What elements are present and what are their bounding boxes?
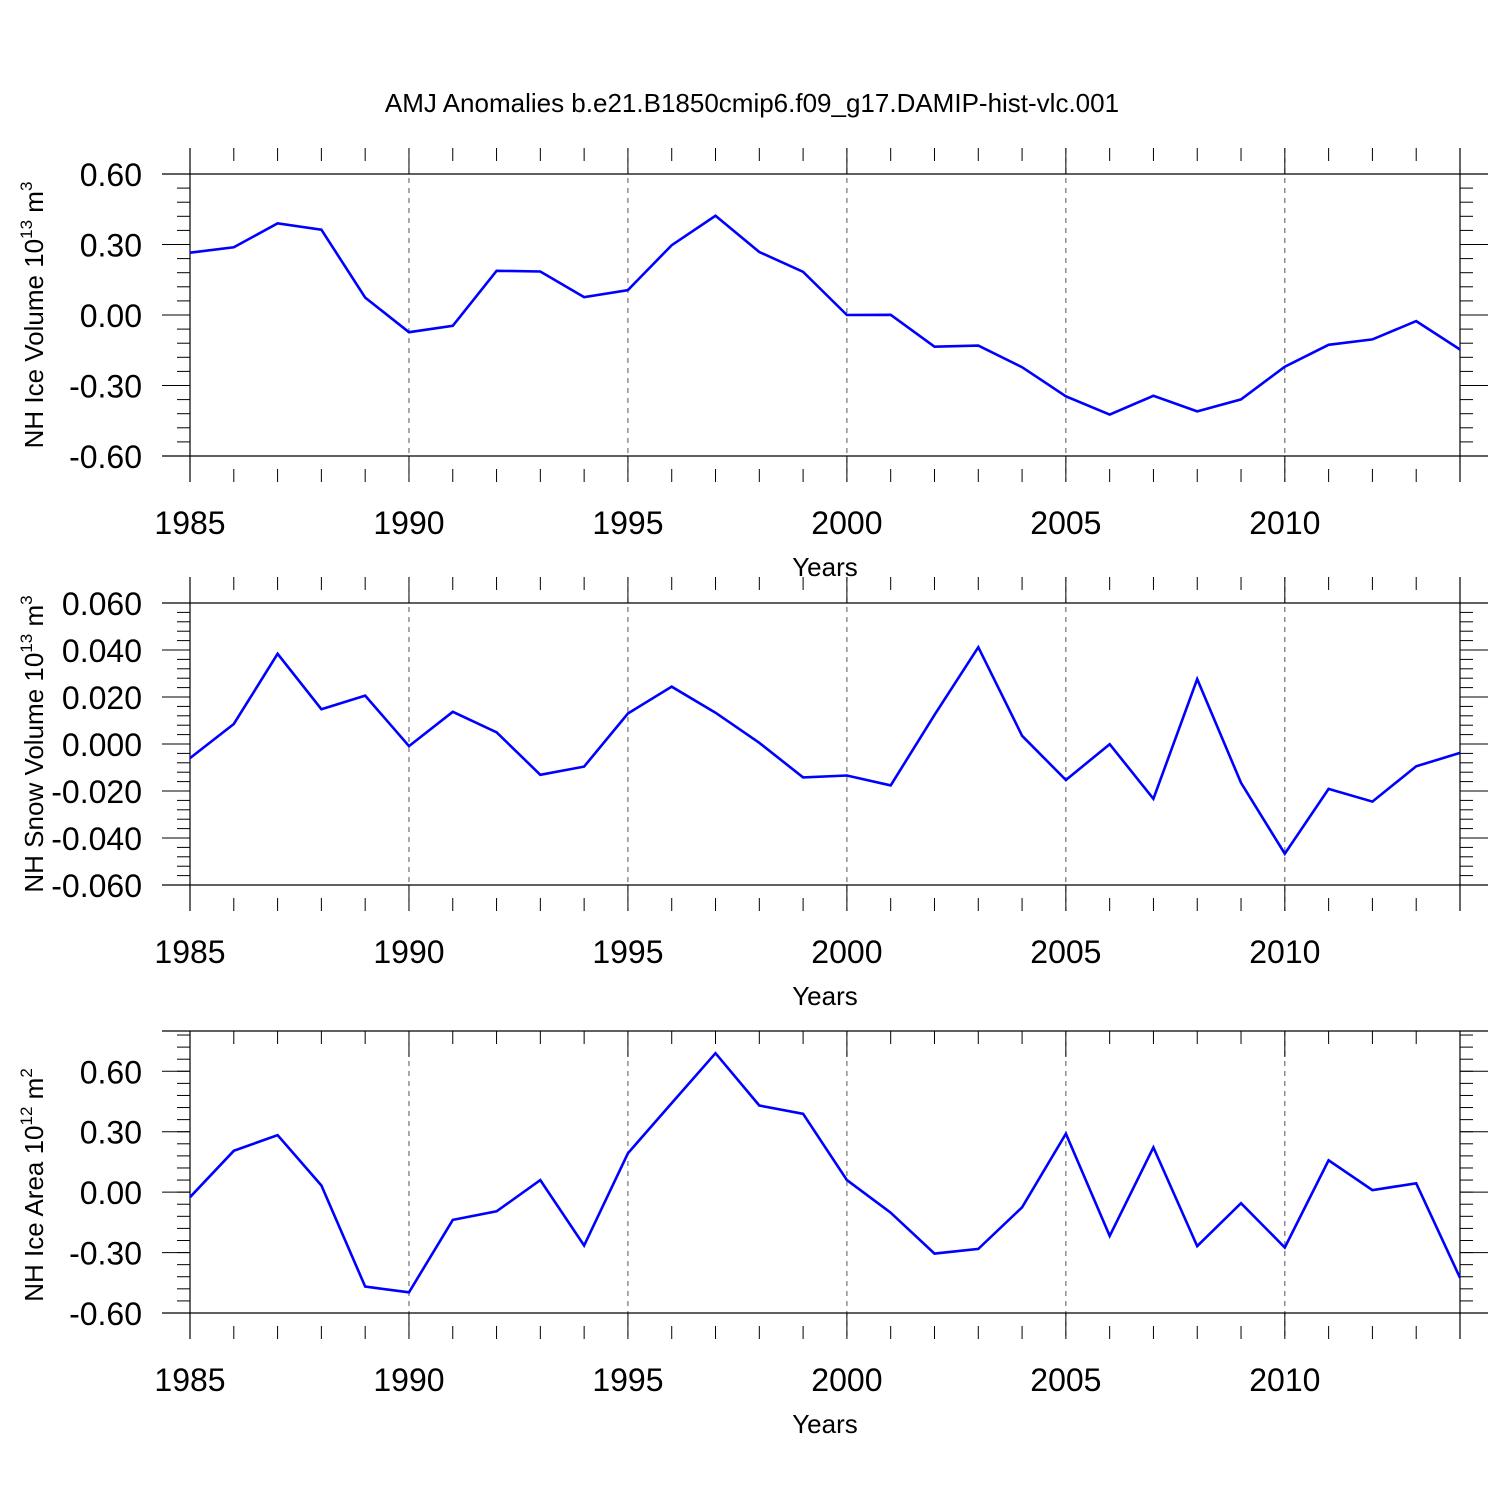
x-tick-label: 2000 <box>811 1362 882 1398</box>
y-tick-label: -0.60 <box>69 439 142 475</box>
x-tick-label: 2010 <box>1249 505 1320 541</box>
y-tick-label: 0.30 <box>80 228 142 264</box>
y-axis-label: NH Ice Volume 1013 m3 <box>17 182 49 449</box>
y-tick-label: 0.00 <box>80 298 142 334</box>
panel-ice-area: 0.60 0.30 0.00 -0.30 -0.60 1985 1990 1995 2000 20… <box>17 1030 1488 1439</box>
x-tick-label: 1990 <box>373 1362 444 1398</box>
panel-ice-volume: 0.60 0.30 0.00 -0.30 -0.60 1985 1990 1995 2000 20… <box>17 148 1488 582</box>
x-tick-label: 1995 <box>592 505 663 541</box>
y-tick-label: -0.060 <box>51 868 142 904</box>
x-axis-label: Years <box>792 552 858 582</box>
y-tick-label: 0.020 <box>62 680 142 716</box>
x-tick-label: 1990 <box>373 934 444 970</box>
y-tick-label: 0.60 <box>80 157 142 193</box>
x-tick-label: 1995 <box>592 1362 663 1398</box>
y-tick-label: 0.60 <box>80 1054 142 1090</box>
y-tick-label: 0.30 <box>80 1115 142 1151</box>
x-tick-label: 1985 <box>154 1362 225 1398</box>
x-tick-label: 1995 <box>592 934 663 970</box>
x-tick-label: 2000 <box>811 934 882 970</box>
x-tick-label: 2005 <box>1030 505 1101 541</box>
x-axis-label: Years <box>792 1409 858 1439</box>
x-tick-label: 2010 <box>1249 1362 1320 1398</box>
y-axis-label: NH Snow Volume 1013 m3 <box>17 595 49 892</box>
y-tick-label: -0.30 <box>69 1236 142 1272</box>
y-tick-label: -0.60 <box>69 1296 142 1332</box>
y-tick-label: -0.040 <box>51 821 142 857</box>
y-tick-label: 0.040 <box>62 633 142 669</box>
y-tick-label: 0.000 <box>62 727 142 763</box>
y-tick-label: 0.00 <box>80 1175 142 1211</box>
x-tick-label: 2010 <box>1249 934 1320 970</box>
series-line <box>189 1051 1462 1294</box>
x-tick-label: 2000 <box>811 505 882 541</box>
x-tick-label: 2005 <box>1030 1362 1101 1398</box>
y-tick-label: -0.020 <box>51 774 142 810</box>
x-tick-label: 1985 <box>154 505 225 541</box>
series-line <box>189 644 1461 857</box>
x-tick-label: 1990 <box>373 505 444 541</box>
x-tick-label: 1985 <box>154 934 225 970</box>
series-line <box>189 214 1461 417</box>
y-tick-label: 0.060 <box>62 586 142 622</box>
x-axis-label: Years <box>792 981 858 1011</box>
y-axis-label: NH Ice Area 1012 m2 <box>17 1068 49 1302</box>
x-tick-label: 2005 <box>1030 934 1101 970</box>
panel-snow-volume: 0.060 0.040 0.020 0.000 -0.020 -0.040 -0.060 19… <box>17 577 1488 1011</box>
figure-title: AMJ Anomalies b.e21.B1850cmip6.f09_g17.D… <box>385 88 1119 118</box>
y-tick-label: -0.30 <box>69 369 142 405</box>
